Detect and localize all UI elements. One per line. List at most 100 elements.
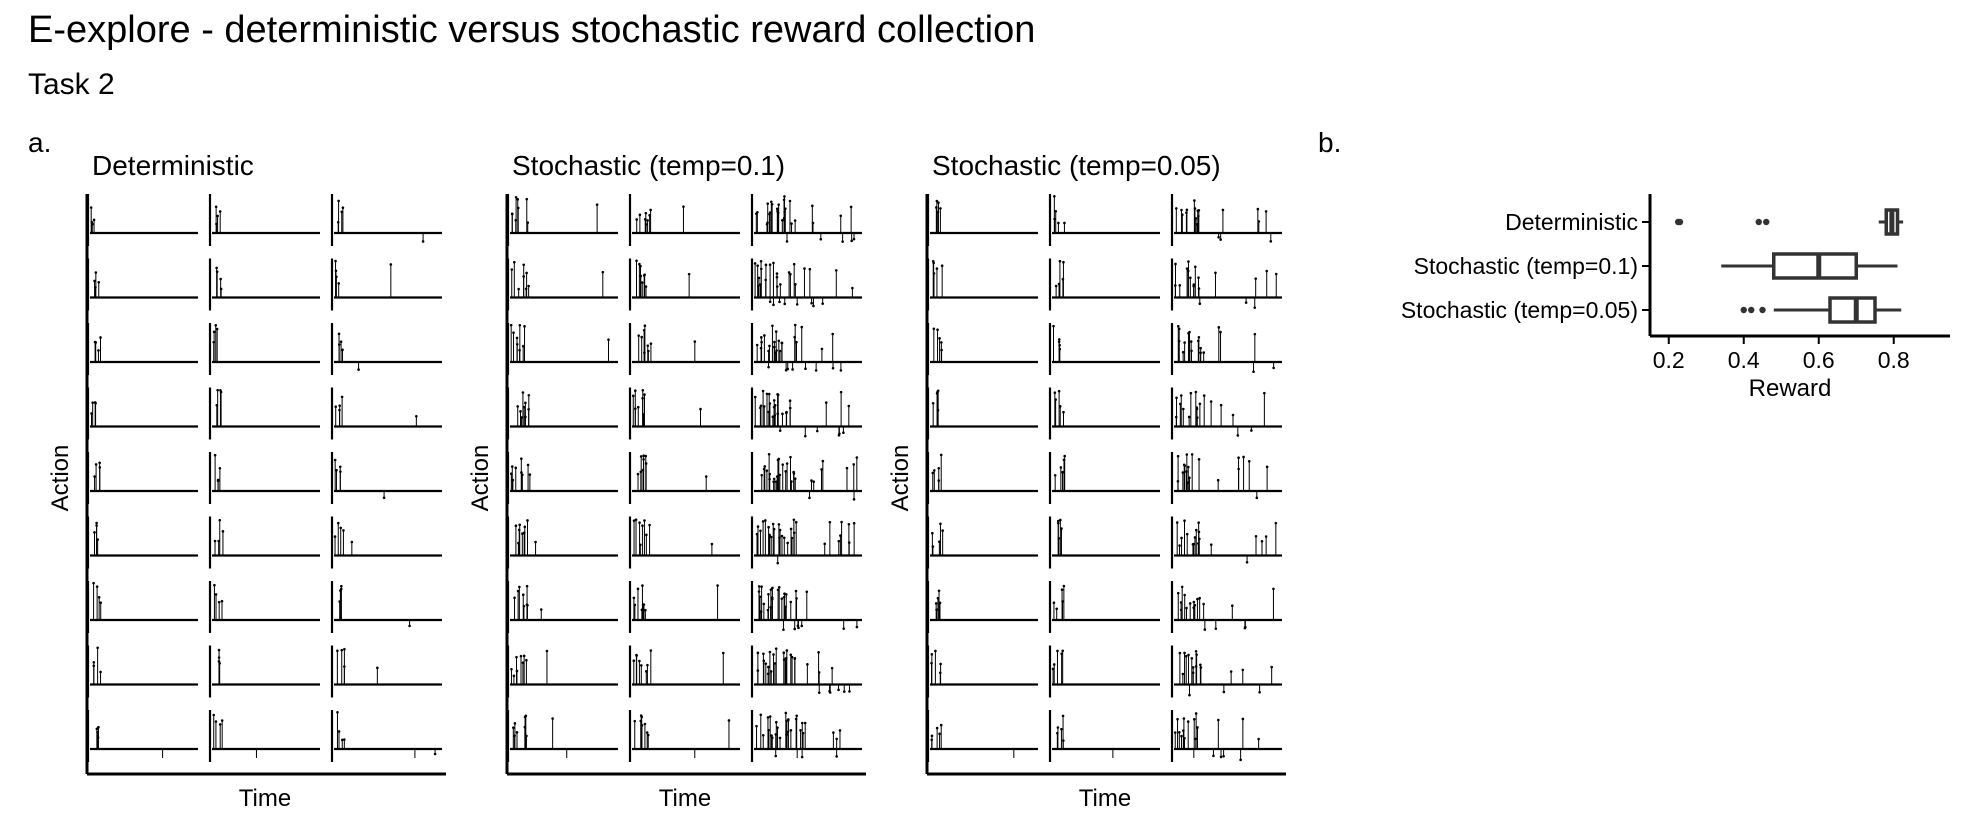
exploration-point <box>721 651 725 655</box>
trace-cell <box>628 452 740 504</box>
exploration-point <box>639 264 642 268</box>
exploration-point <box>341 206 345 210</box>
exploration-point <box>1185 453 1189 456</box>
exploration-point <box>1195 653 1198 656</box>
exploration-point <box>1185 267 1189 270</box>
exploration-point <box>92 581 95 585</box>
exploration-point <box>527 284 530 288</box>
trace-cell <box>1048 258 1160 311</box>
exploration-point <box>635 653 638 657</box>
exploration-point <box>1219 238 1222 241</box>
exploration-point <box>930 653 934 656</box>
exploration-point <box>812 304 815 308</box>
exploration-point <box>1202 602 1205 606</box>
exploration-point <box>213 539 217 543</box>
exploration-point <box>607 338 610 341</box>
exploration-point <box>1195 407 1199 411</box>
exploration-point <box>765 469 769 472</box>
exploration-point <box>643 273 646 277</box>
exploration-point <box>769 670 773 673</box>
exploration-point <box>772 261 775 265</box>
trace-cell <box>750 258 862 311</box>
exploration-point <box>335 468 338 472</box>
exploration-point <box>1052 601 1056 605</box>
exploration-point <box>930 734 934 738</box>
exploration-point <box>1059 518 1062 522</box>
trace-cell <box>86 387 198 440</box>
exploration-point <box>389 263 393 266</box>
exploration-point <box>433 752 437 756</box>
exploration-point <box>808 496 811 500</box>
exploration-point <box>333 458 337 462</box>
exploration-point <box>643 393 646 396</box>
exploration-point <box>756 525 760 528</box>
trace-cell <box>628 258 740 311</box>
exploration-point <box>601 270 605 274</box>
trace-cell <box>330 452 442 504</box>
exploration-point <box>340 584 343 588</box>
exploration-point <box>1272 366 1275 370</box>
exploration-point <box>727 719 731 722</box>
exploration-point <box>810 479 813 482</box>
exploration-point <box>938 671 942 675</box>
exploration-point <box>817 651 820 654</box>
exploration-point <box>93 401 97 404</box>
exploration-point <box>1237 467 1240 471</box>
exploration-point <box>775 475 779 478</box>
trace-cell <box>628 194 740 246</box>
exploration-point <box>848 690 851 693</box>
trace-cell <box>750 387 862 440</box>
exploration-point <box>840 520 843 524</box>
exploration-point <box>808 267 812 271</box>
exploration-point <box>1182 729 1185 732</box>
exploration-point <box>90 412 93 415</box>
exploration-point <box>771 415 775 419</box>
exploration-point <box>1057 389 1061 393</box>
exploration-point <box>753 262 757 265</box>
exploration-point <box>341 348 344 352</box>
exploration-point <box>343 665 346 668</box>
exploration-point <box>831 332 834 336</box>
exploration-point <box>526 221 530 224</box>
exploration-point <box>1176 324 1180 328</box>
exploration-point <box>339 526 343 530</box>
exploration-point <box>648 523 651 527</box>
exploration-point <box>759 346 763 350</box>
exploration-point <box>790 655 794 659</box>
exploration-point <box>756 264 759 267</box>
exploration-point <box>514 195 518 199</box>
exploration-point <box>92 660 96 664</box>
exploration-point <box>938 732 941 736</box>
exploration-point <box>1219 755 1223 759</box>
exploration-point <box>768 650 772 654</box>
exploration-point <box>839 369 843 372</box>
exploration-point <box>838 729 842 732</box>
exploration-point <box>932 327 936 331</box>
trace-cell <box>1048 581 1160 633</box>
exploration-point <box>793 219 797 222</box>
exploration-point <box>645 731 649 734</box>
exploration-point <box>933 469 936 472</box>
exploration-point <box>334 269 338 273</box>
exploration-point <box>682 205 685 208</box>
exploration-point <box>1258 690 1261 694</box>
exploration-point <box>337 730 341 733</box>
exploration-point <box>693 340 697 343</box>
exploration-point <box>525 584 529 588</box>
exploration-point <box>219 388 222 392</box>
exploration-point <box>789 600 793 604</box>
exploration-point <box>1057 221 1060 225</box>
exploration-point <box>96 646 99 650</box>
exploration-point <box>641 584 644 587</box>
exploration-point <box>1253 332 1257 336</box>
outlier-point <box>1676 218 1684 226</box>
exploration-point <box>96 538 99 541</box>
exploration-point <box>640 715 643 719</box>
exploration-point <box>636 587 640 591</box>
exploration-point <box>636 472 640 476</box>
exploration-point <box>1191 671 1195 675</box>
outlier-point <box>1763 218 1770 226</box>
exploration-point <box>768 477 771 481</box>
exploration-point <box>216 388 219 392</box>
exploration-point <box>522 604 526 608</box>
